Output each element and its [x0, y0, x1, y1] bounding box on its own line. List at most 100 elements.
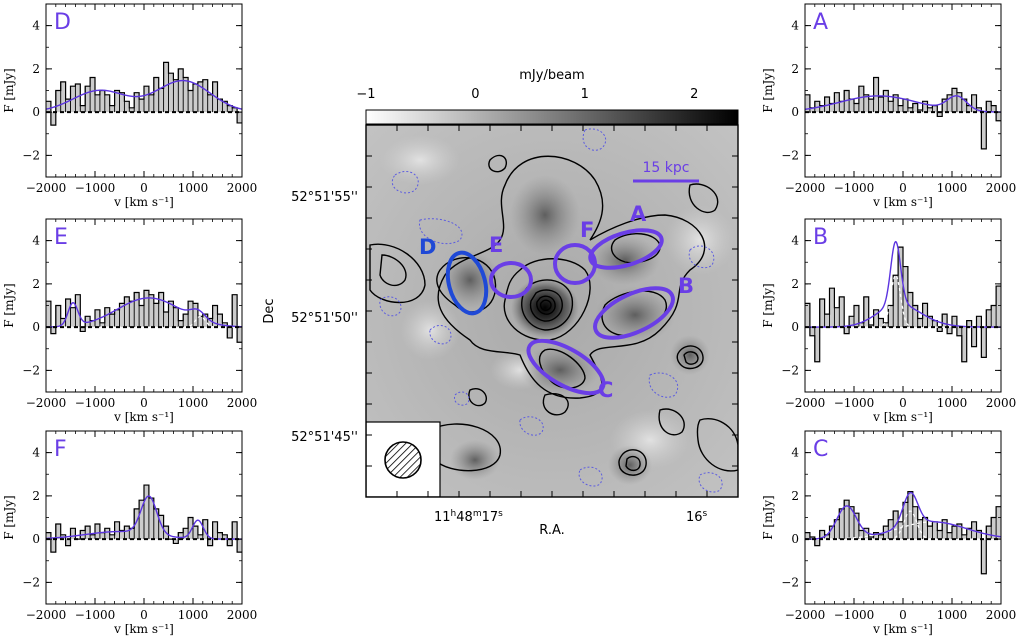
spectrum-panel-b: −2000 −1000 0 1000 2000 −2 0 2 4 v [km s⁻¹] F [mJy…: [761, 218, 1016, 424]
region-a-label: A: [630, 202, 647, 226]
x-axis-label: v [km s⁻¹]: [872, 410, 933, 424]
x-tick-label: 1000: [937, 396, 968, 410]
x-tick-label: −2000: [26, 608, 67, 622]
spectrum-panel-f: −2000 −1000 0 1000 2000 −2 0 2 4 v [km s⁻¹] F [mJy…: [2, 430, 258, 636]
y-axis-label: F [mJy]: [2, 68, 16, 112]
region-c-label: C: [598, 378, 613, 402]
y-tick-label: 2: [32, 277, 40, 291]
dec-axis-label: Dec: [262, 298, 277, 323]
y-tick-label: −2: [781, 363, 799, 377]
y-tick-label: −2: [22, 575, 40, 589]
x-axis-label: v [km s⁻¹]: [113, 195, 174, 209]
continuum-image: 15 kpc: [366, 125, 738, 497]
region-d-ellipse: [445, 250, 489, 316]
y-tick-label: 2: [791, 489, 799, 503]
y-tick-label: 4: [32, 19, 40, 33]
x-tick-label: −1000: [75, 608, 116, 622]
total-fit-curve: [805, 491, 1001, 540]
total-fit-curve: [46, 495, 242, 540]
map-panel: mJy/beam −1 0 1 2: [262, 68, 739, 538]
map-ticks: [365, 124, 739, 498]
y-tick-label: 0: [32, 532, 40, 546]
x-tick-label: 0: [140, 608, 148, 622]
colorbar-tick-label: 1: [581, 87, 589, 102]
spectrum-panel-c: −2000 −1000 0 1000 2000 −2 0 2 4 v [km s⁻¹] F [mJy…: [761, 430, 1017, 636]
dec-tick-50: 52°51'50'': [291, 311, 358, 326]
y-tick-label: 2: [32, 489, 40, 503]
region-e-label: E: [489, 233, 503, 257]
histogram-outline: [805, 76, 1001, 150]
ra-tick-17: 11h48m17s: [434, 509, 503, 525]
x-tick-label: 2000: [986, 181, 1017, 195]
x-tick-label: −2000: [26, 396, 67, 410]
y-axis-label: F [mJy]: [761, 495, 775, 539]
x-tick-label: 1000: [178, 181, 209, 195]
x-tick-label: 0: [899, 396, 907, 410]
y-tick-label: 0: [791, 105, 799, 119]
region-b-ellipse: [593, 286, 675, 340]
x-tick-label: −1000: [75, 181, 116, 195]
panel-frame: [804, 3, 1002, 178]
y-tick-label: 0: [32, 320, 40, 334]
spectrum-panel-a: −2000 −1000 0 1000 2000 −2 0 2 4 v [km s⁻¹] F [mJy…: [761, 3, 1017, 209]
x-tick-label: 2000: [227, 396, 258, 410]
x-tick-label: 1000: [937, 608, 968, 622]
y-tick-label: 4: [791, 19, 799, 33]
x-tick-label: 0: [140, 396, 148, 410]
scalebar-label: 15 kpc: [643, 160, 690, 176]
x-tick-label: 1000: [178, 396, 209, 410]
colorbar-tick-label: 0: [471, 87, 479, 102]
region-f-ellipse: [553, 243, 597, 285]
y-tick-label: −2: [781, 575, 799, 589]
histogram-outline: [805, 490, 1001, 575]
y-tick-label: 2: [32, 62, 40, 76]
x-axis-label: v [km s⁻¹]: [872, 195, 933, 209]
y-tick-label: 0: [791, 320, 799, 334]
spectrum-panel-d: −2000 −1000 0 1000 2000 −2 0 2 4 v [km s⁻¹] F [mJy…: [2, 3, 258, 209]
x-tick-label: 2000: [227, 181, 258, 195]
x-tick-label: 2000: [227, 608, 258, 622]
dec-tick-45: 52°51'45'': [291, 430, 358, 445]
histogram-fill: [805, 77, 1001, 149]
x-tick-label: 2000: [986, 608, 1017, 622]
x-tick-label: −2000: [785, 181, 826, 195]
region-f-label: F: [580, 218, 594, 242]
y-tick-label: −2: [22, 363, 40, 377]
histogram-outline: [46, 484, 242, 553]
y-tick-label: −2: [781, 148, 799, 162]
x-tick-label: −2000: [785, 396, 826, 410]
x-tick-label: −1000: [75, 396, 116, 410]
x-tick-label: 0: [899, 608, 907, 622]
colorbar-tick-label: 2: [690, 87, 698, 102]
panel-label: B: [813, 225, 828, 250]
x-tick-label: 0: [899, 181, 907, 195]
histogram-outline: [46, 61, 242, 126]
x-tick-label: −1000: [834, 608, 875, 622]
ra-axis-label: R.A.: [539, 523, 565, 538]
y-tick-label: 2: [791, 62, 799, 76]
x-tick-label: −2000: [785, 608, 826, 622]
y-tick-label: 4: [791, 446, 799, 460]
colorbar-tick-label: −1: [356, 87, 375, 102]
region-d-label: D: [419, 235, 436, 259]
x-tick-label: 0: [140, 181, 148, 195]
colorbar-title: mJy/beam: [519, 68, 584, 83]
region-c-ellipse: [526, 338, 606, 396]
y-axis-label: F [mJy]: [761, 68, 775, 112]
colorbar: [365, 109, 739, 125]
panel-label: D: [54, 10, 71, 35]
y-tick-label: 0: [791, 532, 799, 546]
panel-label: E: [54, 225, 68, 250]
y-axis-label: F [mJy]: [2, 495, 16, 539]
dec-tick-55: 52°51'55'': [291, 190, 358, 205]
panel-label: A: [813, 10, 828, 35]
panel-label: F: [54, 437, 67, 462]
y-tick-label: 4: [791, 234, 799, 248]
x-axis-label: v [km s⁻¹]: [872, 622, 933, 636]
component-fit-curve: [805, 521, 1001, 540]
x-tick-label: 1000: [937, 181, 968, 195]
y-tick-label: 2: [791, 277, 799, 291]
total-fit-curve: [46, 79, 242, 110]
x-tick-label: −1000: [834, 396, 875, 410]
y-tick-label: −2: [22, 148, 40, 162]
